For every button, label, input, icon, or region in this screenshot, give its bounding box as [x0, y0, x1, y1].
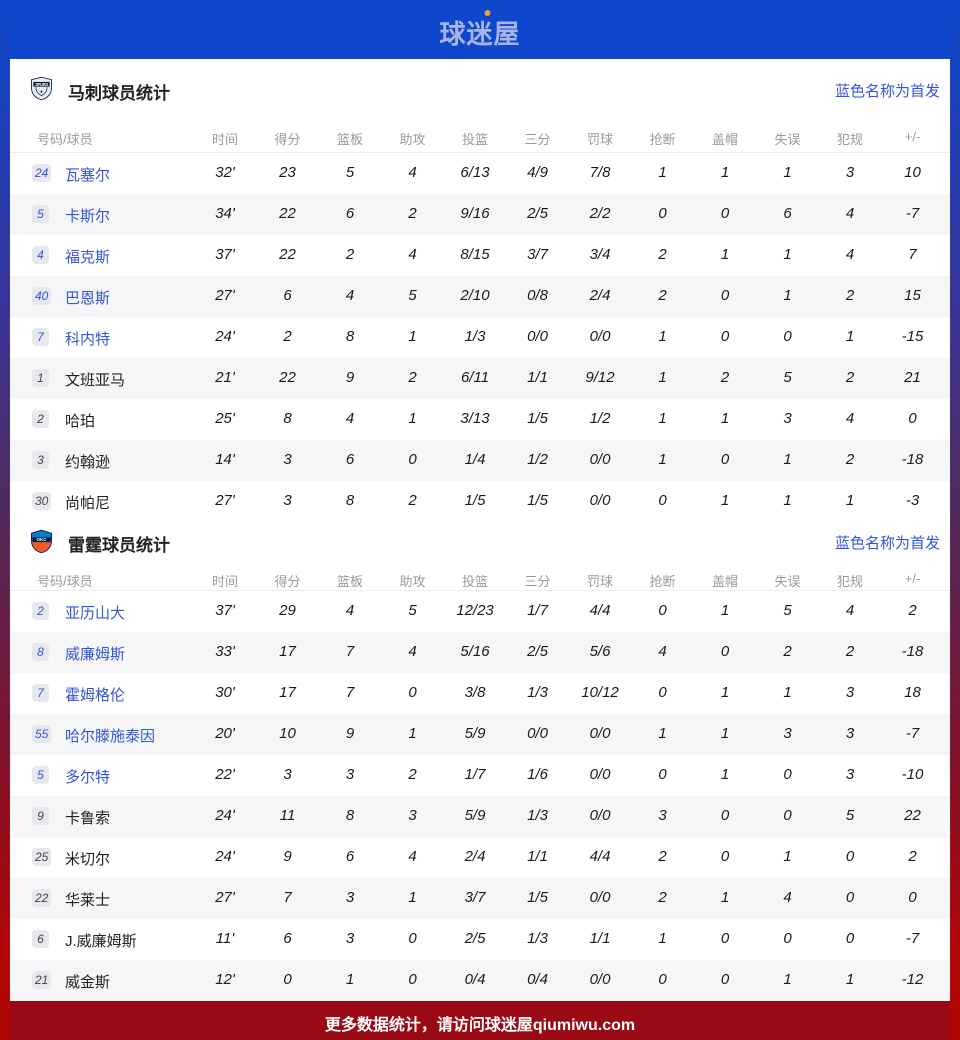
- svg-text:OKC: OKC: [37, 537, 48, 542]
- svg-text:SPURS: SPURS: [35, 82, 48, 87]
